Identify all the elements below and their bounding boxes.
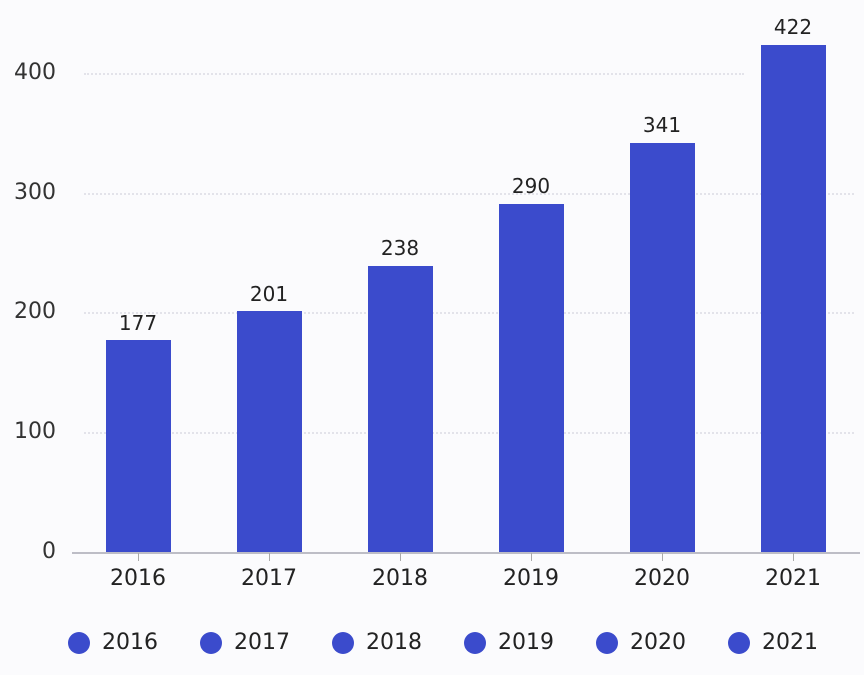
bar-value-label: 341 — [642, 113, 682, 137]
circle-icon — [68, 631, 90, 654]
legend-label: 2016 — [102, 630, 158, 655]
bar-value-label: 290 — [511, 174, 551, 198]
legend: 2016 2017 2018 2019 2020 2021 — [68, 630, 860, 655]
legend-label: 2021 — [762, 630, 818, 655]
legend-item-2021[interactable]: 2021 — [728, 630, 818, 655]
x-tick-label: 2021 — [765, 566, 821, 591]
x-tick-mark — [269, 553, 270, 561]
x-tick-mark — [138, 553, 139, 561]
y-tick-label: 100 — [14, 419, 56, 444]
x-tick-mark — [531, 553, 532, 561]
legend-item-2019[interactable]: 2019 — [464, 630, 554, 655]
gridline — [84, 432, 854, 434]
gridline — [84, 73, 744, 75]
y-tick-label: 0 — [42, 539, 56, 564]
gridline — [84, 193, 854, 195]
x-tick-label: 2017 — [241, 566, 297, 591]
circle-icon — [728, 631, 750, 654]
circle-icon — [596, 631, 618, 654]
bar-2018[interactable] — [368, 266, 433, 552]
bar-2019[interactable] — [499, 204, 564, 552]
gridline — [84, 312, 854, 314]
legend-item-2018[interactable]: 2018 — [332, 630, 422, 655]
circle-icon — [464, 631, 486, 654]
bar-2017[interactable] — [237, 311, 302, 552]
legend-label: 2018 — [366, 630, 422, 655]
x-tick-label: 2016 — [110, 566, 166, 591]
x-axis-line — [72, 552, 860, 554]
bar-value-label: 201 — [249, 282, 289, 306]
legend-item-2016[interactable]: 2016 — [68, 630, 158, 655]
x-tick-label: 2018 — [372, 566, 428, 591]
y-tick-label: 200 — [14, 299, 56, 324]
legend-item-2020[interactable]: 2020 — [596, 630, 686, 655]
bar-2021[interactable] — [761, 45, 826, 552]
circle-icon — [200, 631, 222, 654]
x-tick-mark — [662, 553, 663, 561]
circle-icon — [332, 631, 354, 654]
bar-value-label: 422 — [773, 15, 813, 39]
legend-label: 2019 — [498, 630, 554, 655]
y-tick-label: 400 — [14, 60, 56, 85]
legend-label: 2020 — [630, 630, 686, 655]
bar-2020[interactable] — [630, 143, 695, 552]
x-tick-label: 2020 — [634, 566, 690, 591]
x-tick-label: 2019 — [503, 566, 559, 591]
bar-value-label: 238 — [380, 236, 420, 260]
x-tick-mark — [400, 553, 401, 561]
legend-label: 2017 — [234, 630, 290, 655]
bar-value-label: 177 — [118, 311, 158, 335]
bar-2016[interactable] — [106, 340, 171, 552]
legend-item-2017[interactable]: 2017 — [200, 630, 290, 655]
x-tick-mark — [793, 553, 794, 561]
y-tick-label: 300 — [14, 180, 56, 205]
